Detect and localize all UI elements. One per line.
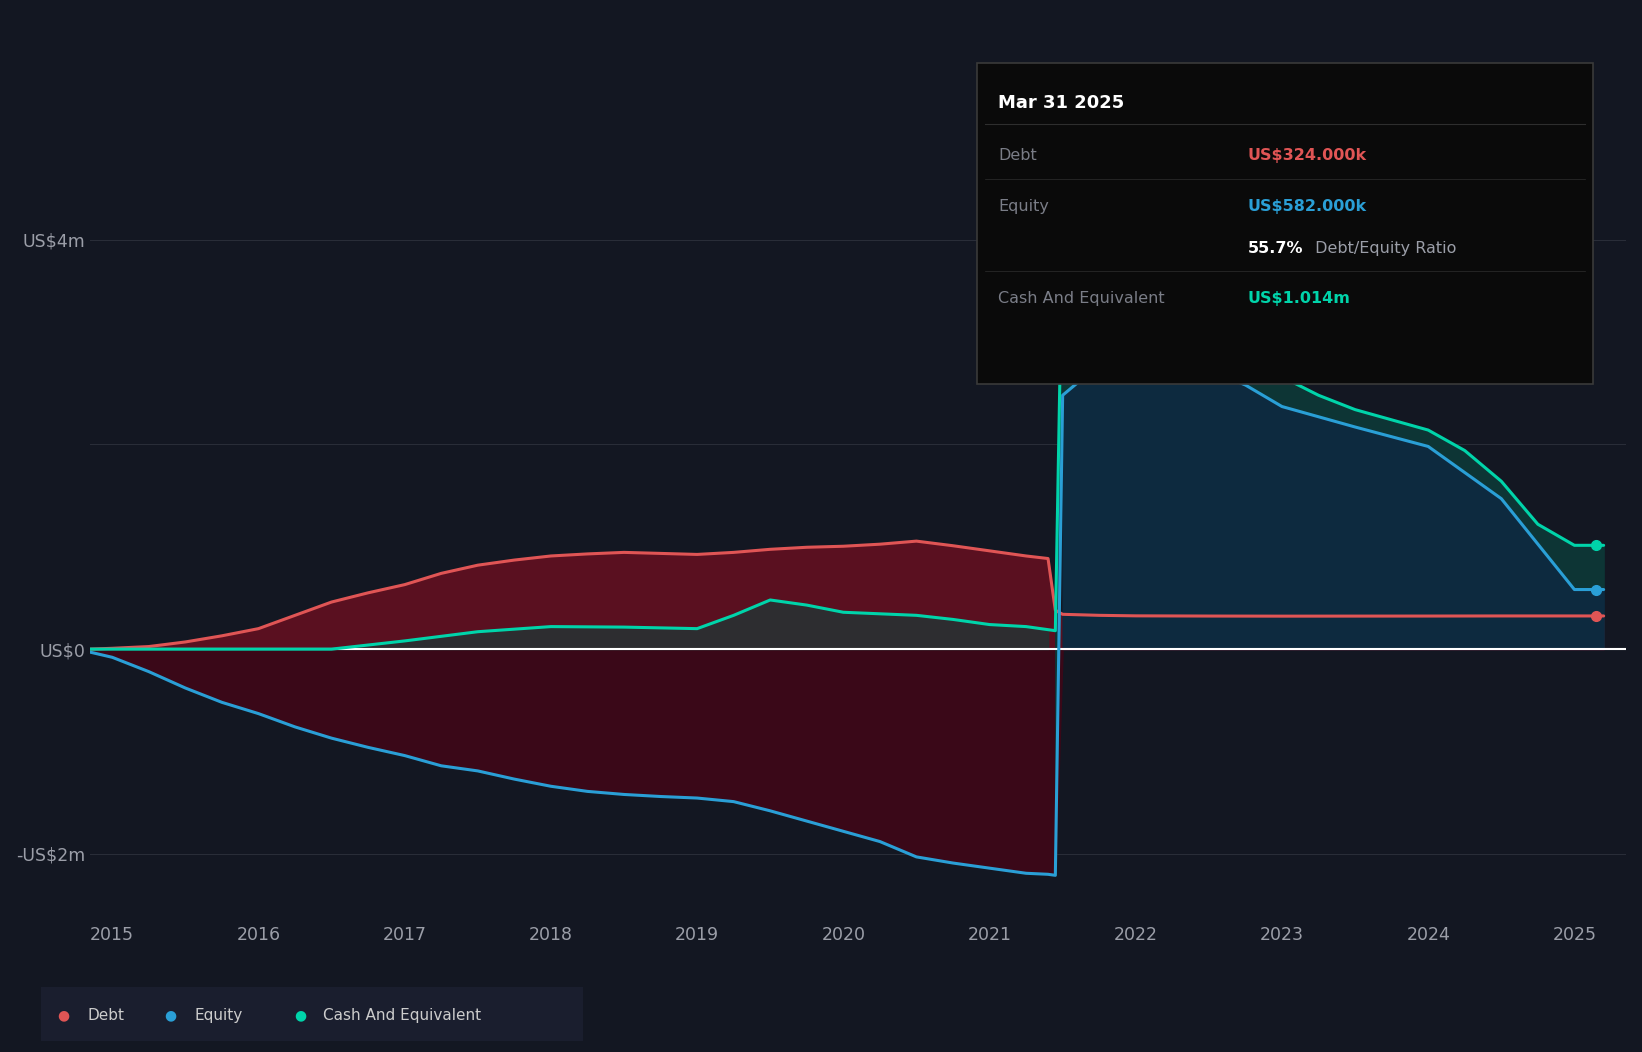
Text: ●: ● — [294, 1008, 305, 1023]
Text: Debt/Equity Ratio: Debt/Equity Ratio — [1310, 241, 1456, 256]
Text: Debt: Debt — [998, 148, 1038, 163]
Text: Cash And Equivalent: Cash And Equivalent — [998, 291, 1164, 306]
Text: Equity: Equity — [194, 1008, 243, 1023]
Text: Mar 31 2025: Mar 31 2025 — [998, 94, 1125, 113]
Text: Debt: Debt — [87, 1008, 125, 1023]
Text: US$324.000k: US$324.000k — [1248, 148, 1368, 163]
Text: US$582.000k: US$582.000k — [1248, 199, 1368, 214]
Text: Equity: Equity — [998, 199, 1049, 214]
Text: 55.7%: 55.7% — [1248, 241, 1304, 256]
Text: ●: ● — [164, 1008, 177, 1023]
Text: US$1.014m: US$1.014m — [1248, 291, 1351, 306]
Text: ●: ● — [57, 1008, 69, 1023]
Text: Cash And Equivalent: Cash And Equivalent — [323, 1008, 481, 1023]
